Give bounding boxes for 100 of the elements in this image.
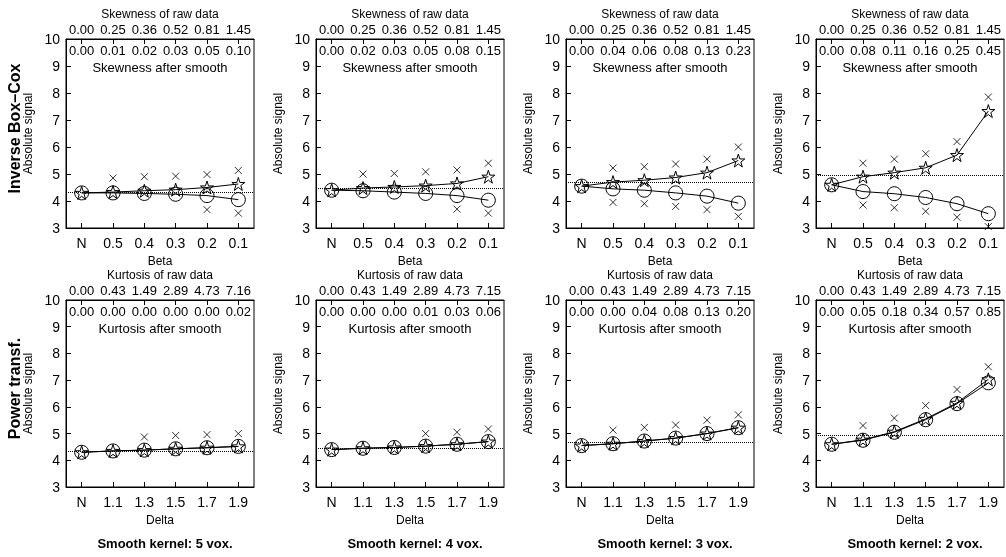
y-tick-label: 3 [302, 479, 311, 495]
y-axis-title: Absolute signal [520, 352, 535, 435]
x-tick-label: 0.5 [603, 235, 623, 251]
x-tick-label: 0.1 [728, 235, 749, 251]
x-tick-label: 1.9 [228, 494, 249, 510]
x-tick-label: N [326, 235, 337, 251]
text: 0.00 [819, 282, 845, 298]
annotation: 0.00 [600, 303, 626, 319]
text: Skewness after smooth [92, 59, 228, 75]
x-tick-label: 1.1 [353, 494, 373, 510]
annotation: 0.00 [350, 303, 376, 319]
annotation: 0.00 [163, 303, 189, 319]
text: Kurtosis after smooth [848, 320, 972, 336]
text: Smooth kernel: 4 vox. [347, 536, 483, 551]
text: 2.89 [413, 282, 439, 298]
y-tick-label: 6 [552, 398, 561, 415]
x-tick-label: 1.7 [947, 494, 967, 510]
y-tick-label: 5 [552, 166, 561, 182]
text: 0.25 [100, 21, 126, 37]
x-axis-title: Delta [645, 512, 675, 527]
x-axis-title: Beta [897, 253, 923, 268]
y-tick-label: 9 [52, 318, 61, 335]
annotation: 0.05 [850, 303, 876, 319]
text: 1.45 [475, 21, 501, 37]
x-axis-title: Beta [647, 253, 673, 268]
y-axis-title: Absolute signal [770, 92, 785, 175]
annotation: 0.01 [413, 303, 439, 319]
y-tick-label: 4 [552, 452, 561, 469]
text: 1.49 [381, 282, 407, 298]
annotation: 0.08 [663, 42, 689, 58]
text: Kurtosis after smooth [98, 320, 222, 336]
annotation: 0.04 [631, 303, 657, 319]
annotation: 0.13 [694, 42, 720, 58]
text: 1.45 [725, 21, 751, 37]
annotation: 0.13 [694, 303, 720, 319]
y-tick-label: 10 [44, 292, 61, 308]
x-axis-title: Beta [397, 253, 423, 268]
x-tick-label: 1.7 [197, 494, 217, 510]
annotation: 0.20 [725, 303, 751, 319]
x-tick-label: N [76, 494, 87, 510]
x-tick-label: N [76, 235, 87, 251]
text: 0.25 [350, 21, 376, 37]
x-tick-label: 1.3 [884, 494, 905, 510]
y-tick-label: 9 [552, 58, 561, 74]
text: 0.00 [69, 282, 95, 298]
text: 1.49 [131, 282, 157, 298]
x-tick-label: N [826, 235, 837, 251]
annotation: 0.02 [350, 42, 376, 58]
x2-axis-title: Kurtosis of raw data [856, 268, 964, 282]
x2-axis-title: Skewness of raw data [351, 7, 470, 21]
x2-axis-title: Skewness of raw data [851, 7, 970, 21]
x2-axis-title: Skewness of raw data [601, 7, 720, 21]
text: 7.16 [225, 282, 251, 298]
x-tick-label: 1.9 [978, 494, 999, 510]
text: 0.43 [850, 282, 876, 298]
annotation: 0.02 [225, 303, 251, 319]
annotation: 0.03 [381, 42, 407, 58]
text: 0.00 [319, 21, 345, 37]
y-tick-label: 7 [302, 372, 311, 389]
x-tick-label: 0.5 [353, 235, 373, 251]
y-tick-label: 6 [802, 398, 811, 415]
text: 1.45 [225, 21, 251, 37]
x-tick-label: 0.2 [947, 235, 967, 251]
x-tick-label: 0.2 [447, 235, 467, 251]
text: 0.43 [350, 282, 376, 298]
y-tick-label: 5 [302, 425, 311, 442]
x-tick-label: 0.5 [853, 235, 873, 251]
y-tick-label: 8 [802, 85, 811, 101]
text: 4.73 [444, 282, 470, 298]
annotation: 0.08 [444, 42, 470, 58]
x-tick-label: 0.4 [634, 235, 655, 251]
y-tick-label: 7 [52, 112, 61, 128]
y-tick-label: 6 [552, 139, 561, 155]
annotation: 0.08 [663, 303, 689, 319]
text: 1.49 [631, 282, 657, 298]
x-tick-label: 1.5 [915, 494, 936, 510]
text: Smooth kernel: 2 vox. [847, 536, 983, 551]
y-tick-label: 4 [552, 193, 561, 209]
annotation: 0.16 [913, 42, 939, 58]
y-tick-label: 9 [552, 318, 561, 335]
x-axis-title: Beta [147, 253, 173, 268]
y-tick-label: 4 [302, 193, 311, 209]
y-tick-label: 4 [802, 452, 811, 469]
annotation: 0.00 [319, 42, 345, 58]
annotation: 0.06 [475, 303, 501, 319]
annotation: 0.04 [600, 42, 626, 58]
y-tick-label: 9 [52, 58, 61, 74]
annotation: 0.00 [819, 303, 845, 319]
y-tick-label: 9 [302, 318, 311, 335]
y-tick-label: 9 [802, 58, 811, 74]
y-axis-title: Absolute signal [770, 352, 785, 435]
text: 0.43 [100, 282, 126, 298]
annotation: 0.00 [69, 303, 95, 319]
annotation: 0.23 [725, 42, 751, 58]
y-tick-label: 3 [552, 220, 561, 236]
text: Skewness after smooth [342, 59, 478, 75]
x-tick-label: 1.5 [165, 494, 186, 510]
x-tick-label: 1.1 [103, 494, 123, 510]
y-tick-label: 3 [552, 479, 561, 495]
y-tick-label: 6 [52, 139, 61, 155]
